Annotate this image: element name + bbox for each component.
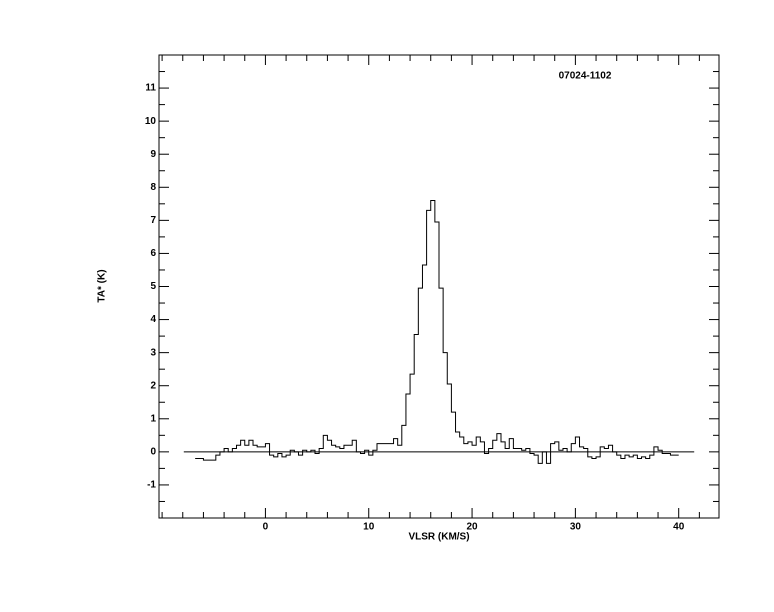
y-tick-label: 5 xyxy=(150,281,156,292)
x-tick-label: 0 xyxy=(263,522,269,533)
y-tick-label: 11 xyxy=(145,83,156,94)
y-tick-label: -1 xyxy=(147,480,156,491)
chart-title: 07024-1102 xyxy=(559,71,612,82)
x-tick-label: 10 xyxy=(363,522,375,533)
x-tick-label: 30 xyxy=(570,522,582,533)
y-tick-label: 8 xyxy=(150,182,156,193)
y-tick-label: 2 xyxy=(150,380,156,391)
y-axis-label: TA* (K) xyxy=(97,269,108,302)
x-tick-label: 40 xyxy=(673,522,685,533)
y-tick-label: 9 xyxy=(150,149,156,160)
y-tick-label: 1 xyxy=(150,413,156,424)
spectrum xyxy=(195,200,679,464)
x-axis-label: VLSR (KM/S) xyxy=(408,532,469,543)
y-tick-label: 6 xyxy=(150,248,156,259)
y-tick-label: 0 xyxy=(150,446,156,457)
y-tick-label: 3 xyxy=(150,347,156,358)
y-tick-label: 10 xyxy=(145,116,157,127)
y-tick-label: 4 xyxy=(150,314,156,325)
x-tick-label: 20 xyxy=(467,522,479,533)
y-tick-label: 7 xyxy=(150,215,156,226)
